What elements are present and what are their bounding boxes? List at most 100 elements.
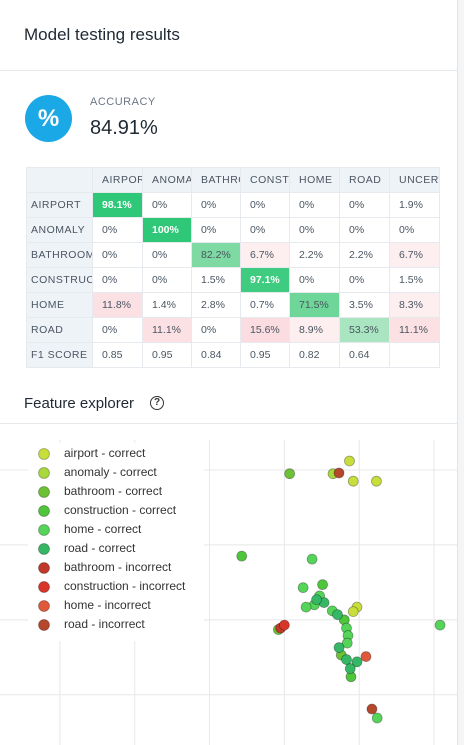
row-header: ROAD [26, 317, 93, 343]
matrix-cell: 0% [339, 267, 390, 293]
matrix-cell: 0% [191, 217, 241, 243]
point [347, 475, 359, 487]
feature-scatter: airport - correct anomaly - correct bathro… [0, 440, 457, 745]
column-header: ROAD [339, 167, 390, 193]
matrix-cell: 0.95 [142, 342, 192, 368]
matrix-cell: 0% [289, 217, 340, 243]
row-header: CONSTRUCTION [26, 267, 93, 293]
legend-swatch [38, 600, 50, 612]
matrix-cell: 0% [92, 242, 143, 268]
point [351, 656, 363, 668]
column-header: UNCERTAIN [389, 167, 440, 193]
matrix-cell: 97.1% [240, 267, 290, 293]
panel-title: Model testing results [24, 25, 180, 44]
matrix-cell: 0% [240, 192, 290, 218]
matrix-cell: 0% [142, 267, 192, 293]
header-row: AIRPORTANOMALYBATHROOMCONSTRUCTIONHOMERO… [26, 167, 440, 193]
matrix-cell: 0.82 [289, 342, 340, 368]
table-row: AIRPORT 98.1% 0% 0% 0% 0% 0% 1.9% [26, 192, 440, 218]
matrix-cell: 11.1% [142, 317, 192, 343]
matrix-cell: 1.4% [142, 292, 192, 318]
matrix-cell: 0% [191, 317, 241, 343]
matrix-cell: 0.85 [92, 342, 143, 368]
column-header: BATHROOM [191, 167, 241, 193]
point [317, 579, 328, 591]
point [333, 467, 345, 479]
table-row: ANOMALY 0% 100% 0% 0% 0% 0% 0% [26, 217, 440, 243]
divider [0, 70, 457, 71]
point [332, 609, 343, 621]
legend-label: home - incorrect [64, 598, 151, 612]
legend-label: construction - incorrect [64, 579, 186, 593]
divider [0, 423, 457, 424]
matrix-cell [389, 342, 440, 368]
point [371, 475, 382, 487]
table-row: F1 SCORE 0.85 0.95 0.84 0.95 0.82 0.64 [26, 342, 440, 368]
legend-swatch [38, 448, 50, 460]
point [371, 712, 383, 724]
matrix-cell: 0% [289, 192, 340, 218]
point [341, 654, 352, 665]
column-header: HOME [289, 167, 340, 193]
row-header: F1 SCORE [26, 342, 93, 368]
matrix-cell: 2.8% [191, 292, 241, 318]
matrix-cell: 1.5% [191, 267, 241, 293]
legend-swatch [38, 467, 50, 479]
table-row: CONSTRUCTION0%0%1.5%97.1%0%0%1.5% [26, 267, 440, 293]
legend-swatch [38, 562, 50, 574]
matrix-cell: 0% [92, 267, 143, 293]
legend-swatch [38, 543, 50, 555]
matrix-cell: 0% [240, 217, 290, 243]
legend-swatch [38, 619, 50, 631]
matrix-cell: 82.2% [191, 242, 241, 268]
legend-background [28, 443, 204, 641]
matrix-cell: 8.9% [289, 317, 340, 343]
section-title: Feature explorer [24, 395, 135, 412]
legend-label: home - correct [64, 522, 142, 536]
point [236, 550, 248, 562]
legend-swatch [38, 505, 50, 517]
point [311, 594, 322, 606]
matrix-cell: 1.5% [389, 267, 440, 293]
point [347, 606, 359, 618]
table-row: HOME 11.8% 1.4% 2.8% 0.7% 71.5% 3.5% 8.3% [26, 292, 440, 318]
point [297, 582, 309, 594]
matrix-cell: 0% [339, 217, 390, 243]
point [284, 468, 296, 480]
row-header: ANOMALY [26, 217, 93, 243]
matrix-cell: 11.8% [92, 292, 143, 318]
matrix-cell: 0% [92, 317, 143, 343]
legend-label: bathroom - correct [64, 484, 163, 498]
matrix-cell: 0.84 [191, 342, 241, 368]
matrix-cell: 6.7% [389, 242, 440, 268]
matrix-cell: 0% [289, 267, 340, 293]
point [360, 651, 372, 662]
accuracy-label: ACCURACY [90, 96, 156, 108]
point [333, 642, 345, 653]
point [300, 601, 312, 613]
matrix-cell: 2.2% [339, 242, 390, 268]
corner-cell [26, 167, 93, 193]
accuracy-icon: % [25, 95, 72, 142]
legend-swatch [38, 524, 50, 536]
matrix-cell: 6.7% [240, 242, 290, 268]
matrix-cell: 0.7% [240, 292, 290, 318]
point [278, 619, 290, 631]
matrix-cell: 0.64 [339, 342, 390, 368]
matrix-cell: 0.95 [240, 342, 290, 368]
point [434, 619, 446, 631]
table-row: ROAD 0% 11.1% 0% 15.6% 8.9% 53.3% 11.1% [26, 317, 440, 343]
table-row: BATHROOM 0% 0% 82.2% 6.7% 2.2% 2.2% 6.7% [26, 242, 440, 268]
column-header: CONSTRUCTION [240, 167, 290, 193]
column-header: AIRPORT [92, 167, 143, 193]
row-header: BATHROOM [26, 242, 93, 268]
point [344, 455, 355, 467]
matrix-cell: 0% [92, 217, 143, 243]
matrix-cell: 1.9% [389, 192, 440, 218]
legend-label: anomaly - correct [64, 465, 157, 479]
legend-label: bathroom - incorrect [64, 560, 172, 574]
help-icon[interactable]: ? [150, 396, 164, 410]
matrix-cell: 100% [142, 217, 192, 243]
point [306, 553, 318, 565]
